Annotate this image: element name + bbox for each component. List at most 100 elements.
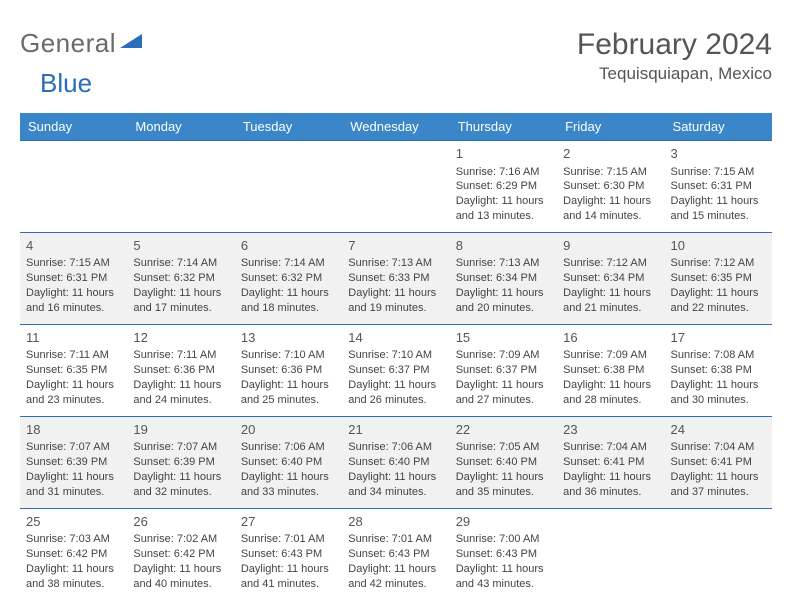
calendar-cell: 10Sunrise: 7:12 AMSunset: 6:35 PMDayligh… — [665, 232, 772, 324]
day-number: 22 — [456, 421, 551, 439]
calendar-cell: 3Sunrise: 7:15 AMSunset: 6:31 PMDaylight… — [665, 141, 772, 233]
sunrise-line: Sunrise: 7:04 AM — [671, 440, 766, 455]
sunset-line: Sunset: 6:43 PM — [241, 547, 336, 562]
sunrise-line: Sunrise: 7:15 AM — [671, 165, 766, 180]
sunrise-line: Sunrise: 7:14 AM — [133, 256, 228, 271]
sunrise-line: Sunrise: 7:06 AM — [241, 440, 336, 455]
sunset-line: Sunset: 6:43 PM — [348, 547, 443, 562]
daylight-line: Daylight: 11 hours and 13 minutes. — [456, 194, 551, 224]
sunset-line: Sunset: 6:39 PM — [133, 455, 228, 470]
calendar-cell: 17Sunrise: 7:08 AMSunset: 6:38 PMDayligh… — [665, 324, 772, 416]
day-number: 23 — [563, 421, 658, 439]
daylight-line: Daylight: 11 hours and 20 minutes. — [456, 286, 551, 316]
calendar-table: SundayMondayTuesdayWednesdayThursdayFrid… — [20, 113, 772, 600]
day-number: 20 — [241, 421, 336, 439]
sunrise-line: Sunrise: 7:12 AM — [563, 256, 658, 271]
sunrise-line: Sunrise: 7:07 AM — [133, 440, 228, 455]
day-number: 6 — [241, 237, 336, 255]
sunrise-line: Sunrise: 7:11 AM — [133, 348, 228, 363]
day-number: 8 — [456, 237, 551, 255]
day-number: 25 — [26, 513, 121, 531]
calendar-cell — [20, 141, 127, 233]
calendar-cell: 15Sunrise: 7:09 AMSunset: 6:37 PMDayligh… — [450, 324, 557, 416]
sunrise-line: Sunrise: 7:15 AM — [26, 256, 121, 271]
day-number: 27 — [241, 513, 336, 531]
daylight-line: Daylight: 11 hours and 26 minutes. — [348, 378, 443, 408]
daylight-line: Daylight: 11 hours and 14 minutes. — [563, 194, 658, 224]
calendar-row: 18Sunrise: 7:07 AMSunset: 6:39 PMDayligh… — [20, 416, 772, 508]
sunset-line: Sunset: 6:38 PM — [563, 363, 658, 378]
calendar-cell: 25Sunrise: 7:03 AMSunset: 6:42 PMDayligh… — [20, 508, 127, 599]
sunset-line: Sunset: 6:35 PM — [26, 363, 121, 378]
daylight-line: Daylight: 11 hours and 37 minutes. — [671, 470, 766, 500]
calendar-cell — [557, 508, 664, 599]
daylight-line: Daylight: 11 hours and 16 minutes. — [26, 286, 121, 316]
calendar-cell: 6Sunrise: 7:14 AMSunset: 6:32 PMDaylight… — [235, 232, 342, 324]
daylight-line: Daylight: 11 hours and 30 minutes. — [671, 378, 766, 408]
daylight-line: Daylight: 11 hours and 19 minutes. — [348, 286, 443, 316]
daylight-line: Daylight: 11 hours and 32 minutes. — [133, 470, 228, 500]
calendar-cell: 21Sunrise: 7:06 AMSunset: 6:40 PMDayligh… — [342, 416, 449, 508]
sunrise-line: Sunrise: 7:01 AM — [348, 532, 443, 547]
weekday-header: Thursday — [450, 113, 557, 141]
calendar-cell — [235, 141, 342, 233]
calendar-cell: 24Sunrise: 7:04 AMSunset: 6:41 PMDayligh… — [665, 416, 772, 508]
day-number: 28 — [348, 513, 443, 531]
day-number: 19 — [133, 421, 228, 439]
sunrise-line: Sunrise: 7:03 AM — [26, 532, 121, 547]
calendar-cell: 16Sunrise: 7:09 AMSunset: 6:38 PMDayligh… — [557, 324, 664, 416]
sunrise-line: Sunrise: 7:08 AM — [671, 348, 766, 363]
day-number: 3 — [671, 145, 766, 163]
sunset-line: Sunset: 6:35 PM — [671, 271, 766, 286]
day-number: 21 — [348, 421, 443, 439]
sunrise-line: Sunrise: 7:10 AM — [241, 348, 336, 363]
calendar-cell: 13Sunrise: 7:10 AMSunset: 6:36 PMDayligh… — [235, 324, 342, 416]
sunrise-line: Sunrise: 7:00 AM — [456, 532, 551, 547]
daylight-line: Daylight: 11 hours and 23 minutes. — [26, 378, 121, 408]
day-number: 17 — [671, 329, 766, 347]
logo: General — [20, 28, 144, 59]
calendar-cell: 9Sunrise: 7:12 AMSunset: 6:34 PMDaylight… — [557, 232, 664, 324]
calendar-cell — [342, 141, 449, 233]
daylight-line: Daylight: 11 hours and 34 minutes. — [348, 470, 443, 500]
sunrise-line: Sunrise: 7:10 AM — [348, 348, 443, 363]
sunset-line: Sunset: 6:34 PM — [456, 271, 551, 286]
sunrise-line: Sunrise: 7:11 AM — [26, 348, 121, 363]
sunset-line: Sunset: 6:36 PM — [133, 363, 228, 378]
calendar-cell: 19Sunrise: 7:07 AMSunset: 6:39 PMDayligh… — [127, 416, 234, 508]
calendar-row: 1Sunrise: 7:16 AMSunset: 6:29 PMDaylight… — [20, 141, 772, 233]
calendar-cell: 26Sunrise: 7:02 AMSunset: 6:42 PMDayligh… — [127, 508, 234, 599]
calendar-body: 1Sunrise: 7:16 AMSunset: 6:29 PMDaylight… — [20, 141, 772, 600]
sunrise-line: Sunrise: 7:13 AM — [348, 256, 443, 271]
day-number: 5 — [133, 237, 228, 255]
calendar-cell — [127, 141, 234, 233]
weekday-header: Wednesday — [342, 113, 449, 141]
sunset-line: Sunset: 6:41 PM — [563, 455, 658, 470]
sunrise-line: Sunrise: 7:13 AM — [456, 256, 551, 271]
logo-text-blue: Blue — [40, 68, 92, 98]
weekday-header: Friday — [557, 113, 664, 141]
sunset-line: Sunset: 6:31 PM — [26, 271, 121, 286]
daylight-line: Daylight: 11 hours and 25 minutes. — [241, 378, 336, 408]
sunrise-line: Sunrise: 7:14 AM — [241, 256, 336, 271]
sunset-line: Sunset: 6:34 PM — [563, 271, 658, 286]
weekday-header: Saturday — [665, 113, 772, 141]
day-number: 10 — [671, 237, 766, 255]
sunset-line: Sunset: 6:38 PM — [671, 363, 766, 378]
daylight-line: Daylight: 11 hours and 28 minutes. — [563, 378, 658, 408]
sunset-line: Sunset: 6:32 PM — [241, 271, 336, 286]
daylight-line: Daylight: 11 hours and 17 minutes. — [133, 286, 228, 316]
sunrise-line: Sunrise: 7:01 AM — [241, 532, 336, 547]
daylight-line: Daylight: 11 hours and 24 minutes. — [133, 378, 228, 408]
daylight-line: Daylight: 11 hours and 33 minutes. — [241, 470, 336, 500]
weekday-header: Monday — [127, 113, 234, 141]
calendar-cell: 12Sunrise: 7:11 AMSunset: 6:36 PMDayligh… — [127, 324, 234, 416]
daylight-line: Daylight: 11 hours and 35 minutes. — [456, 470, 551, 500]
calendar-cell: 5Sunrise: 7:14 AMSunset: 6:32 PMDaylight… — [127, 232, 234, 324]
daylight-line: Daylight: 11 hours and 22 minutes. — [671, 286, 766, 316]
sunset-line: Sunset: 6:42 PM — [133, 547, 228, 562]
sunrise-line: Sunrise: 7:06 AM — [348, 440, 443, 455]
sunrise-line: Sunrise: 7:02 AM — [133, 532, 228, 547]
sunset-line: Sunset: 6:40 PM — [348, 455, 443, 470]
title-block: February 2024 Tequisquiapan, Mexico — [577, 28, 772, 84]
